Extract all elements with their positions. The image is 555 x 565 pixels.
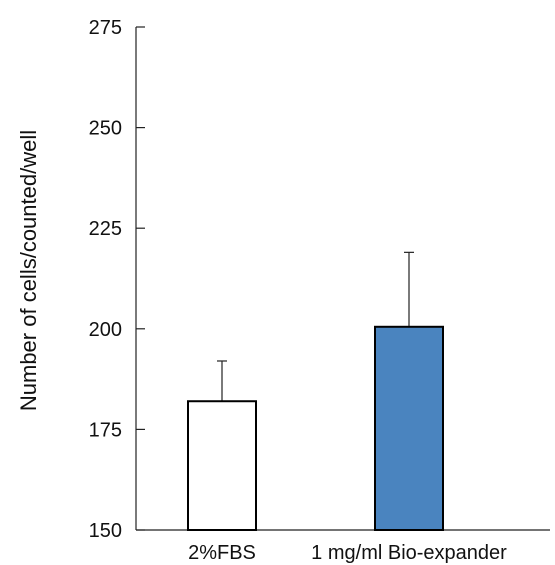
y-tick-label: 275: [89, 17, 122, 39]
y-axis-title: Number of cells/counted/well: [16, 130, 41, 411]
y-tick-label: 200: [89, 319, 122, 341]
bars: [187, 325, 444, 531]
y-tick-label: 250: [89, 118, 122, 140]
y-tick-label: 225: [89, 218, 122, 240]
bar: [187, 400, 257, 531]
bar: [374, 325, 444, 531]
error-bars: [217, 251, 414, 402]
y-tick-label: 175: [89, 419, 122, 441]
x-category-label: 2%FBS: [188, 542, 256, 564]
y-axis: 150 175 200 225 250 275: [89, 17, 145, 542]
x-category-label: 1 mg/ml Bio-expander: [311, 542, 507, 564]
category-labels: 2%FBS 1 mg/ml Bio-expander: [188, 542, 507, 564]
y-tick-label: 150: [89, 520, 122, 542]
